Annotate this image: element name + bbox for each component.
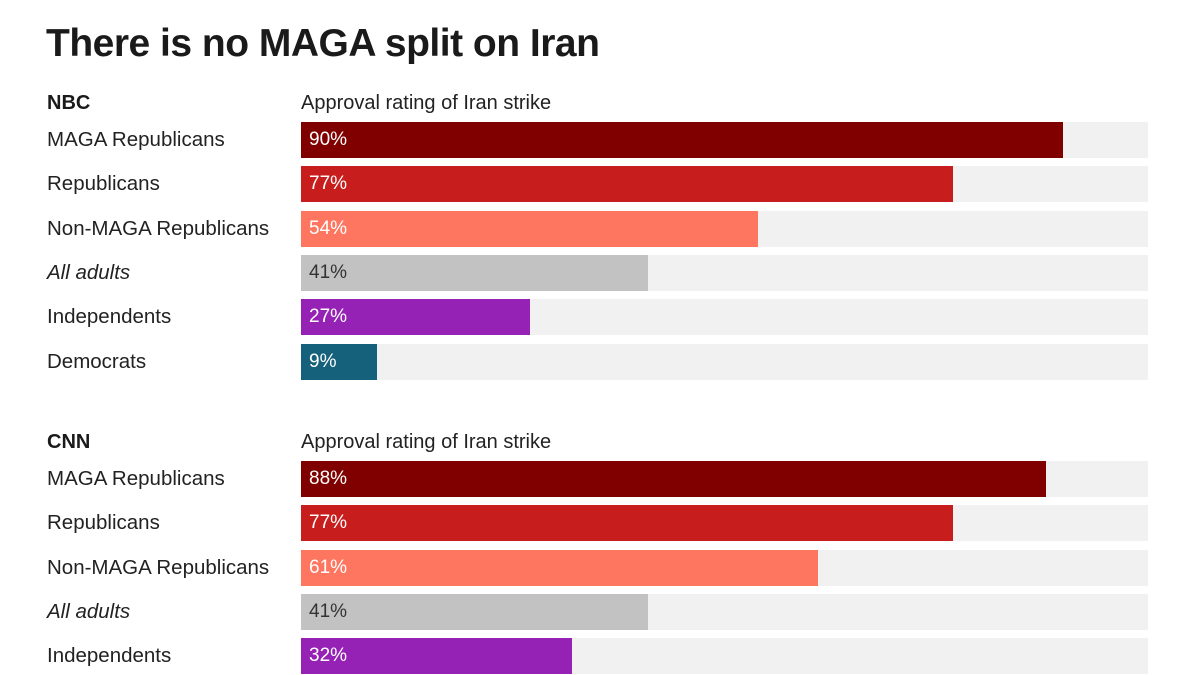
category-label: Republicans: [47, 172, 160, 196]
data-label: 90%: [309, 129, 348, 150]
bar-row: All adults 41%: [0, 593, 1200, 630]
data-label: 9%: [309, 350, 337, 372]
data-label: 41%: [309, 261, 348, 283]
bar: 27%: [301, 299, 530, 336]
data-label: 77%: [309, 512, 348, 534]
bar: 9%: [301, 343, 378, 380]
chart-title: There is no MAGA split on Iran: [46, 22, 600, 65]
category-label: Democrats: [47, 349, 147, 373]
data-label: 41%: [309, 600, 348, 622]
bar-row: Republicans 77%: [0, 505, 1200, 542]
bar: 88%: [301, 461, 1047, 497]
data-label: 88%: [309, 468, 348, 489]
bar: 61%: [301, 549, 818, 586]
bar-row: MAGA Republicans 88%: [0, 461, 1200, 497]
bar-track: 77%: [301, 505, 1148, 542]
bar-row: Non-MAGA Republicans 54%: [0, 210, 1200, 247]
bar-track: 32%: [301, 638, 1148, 675]
bar: 77%: [301, 505, 954, 542]
category-label: MAGA Republicans: [47, 467, 225, 490]
category-label: Non-MAGA Republicans: [47, 555, 270, 579]
category-label: All adults: [47, 260, 131, 284]
bar: 77%: [301, 166, 954, 203]
bar-track: 90%: [301, 122, 1148, 158]
category-label: MAGA Republicans: [47, 128, 225, 151]
bar-track: 9%: [301, 343, 1148, 380]
category-label: Non-MAGA Republicans: [47, 216, 270, 240]
bar-row: MAGA Republicans 90%: [0, 122, 1200, 158]
category-label: All adults: [47, 599, 131, 623]
panel-subtitle: Approval rating of Iran strike: [301, 431, 552, 453]
bar-track: 88%: [301, 461, 1148, 497]
bar-track: 77%: [301, 166, 1148, 203]
panel-source: NBC: [47, 92, 91, 114]
bar-row: Independents 32%: [0, 638, 1200, 675]
bar-row: Independents 27%: [0, 299, 1200, 336]
data-label: 61%: [309, 556, 348, 578]
data-label: 32%: [309, 645, 348, 667]
bar-track: 41%: [301, 254, 1148, 291]
bar-track: 54%: [301, 210, 1148, 247]
panel-source: CNN: [47, 431, 91, 453]
bar-row: Republicans 77%: [0, 166, 1200, 203]
bar: 41%: [301, 254, 649, 291]
bar-track: 27%: [301, 299, 1148, 336]
category-label: Independents: [47, 305, 172, 329]
bar-track: 41%: [301, 593, 1148, 630]
bar-row: Non-MAGA Republicans 61%: [0, 549, 1200, 586]
panel-subtitle: Approval rating of Iran strike: [301, 92, 552, 114]
category-label: Republicans: [47, 511, 160, 535]
bar-row: Democrats 9%: [0, 343, 1200, 380]
bar: 32%: [301, 638, 573, 675]
bar: 41%: [301, 593, 649, 630]
data-label: 54%: [309, 217, 348, 239]
data-label: 77%: [309, 173, 348, 195]
data-label: 27%: [309, 306, 348, 328]
category-label: Independents: [47, 644, 172, 668]
bar: 90%: [301, 122, 1064, 158]
bar: 54%: [301, 210, 759, 247]
bar-row: All adults 41%: [0, 254, 1200, 291]
bar-track: 61%: [301, 549, 1148, 586]
